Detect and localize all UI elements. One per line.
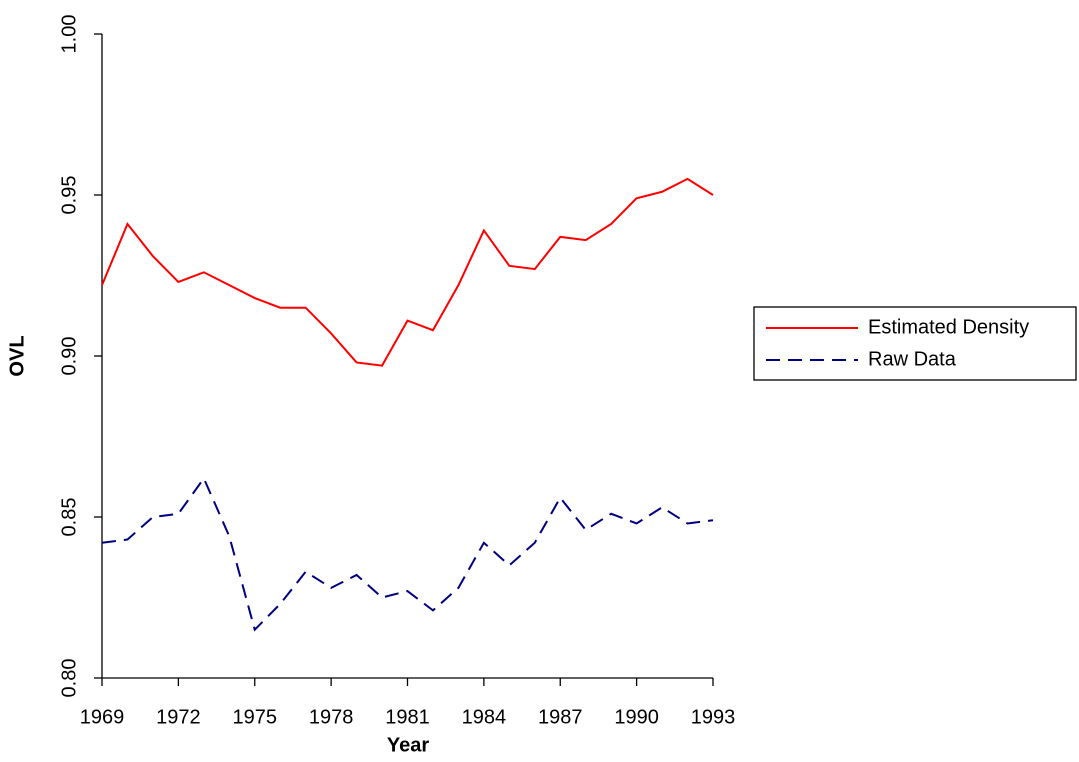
y-tick-label: 0.95 — [58, 176, 80, 215]
x-tick-label: 1993 — [691, 706, 736, 728]
x-tick-label: 1969 — [80, 706, 125, 728]
x-tick-label: 1981 — [385, 706, 430, 728]
legend-label: Raw Data — [868, 348, 957, 370]
series-line — [101, 476, 714, 632]
y-tick-label: 0.80 — [58, 659, 80, 698]
x-tick-label: 1990 — [614, 706, 659, 728]
y-tick-label: 0.90 — [58, 337, 80, 376]
legend — [753, 306, 1077, 381]
series-line — [101, 177, 714, 367]
x-tick-label: 1975 — [233, 706, 278, 728]
x-tick-label: 1984 — [462, 706, 507, 728]
x-tick-label: 1987 — [538, 706, 583, 728]
y-axis-label: OVL — [6, 335, 28, 376]
y-tick-label: 0.85 — [58, 498, 80, 537]
legend-label: Estimated Density — [868, 316, 1029, 338]
x-tick-label: 1972 — [156, 706, 201, 728]
x-axis-label: Year — [387, 734, 429, 756]
x-tick-label: 1978 — [309, 706, 354, 728]
y-tick-label: 1.00 — [58, 15, 80, 54]
